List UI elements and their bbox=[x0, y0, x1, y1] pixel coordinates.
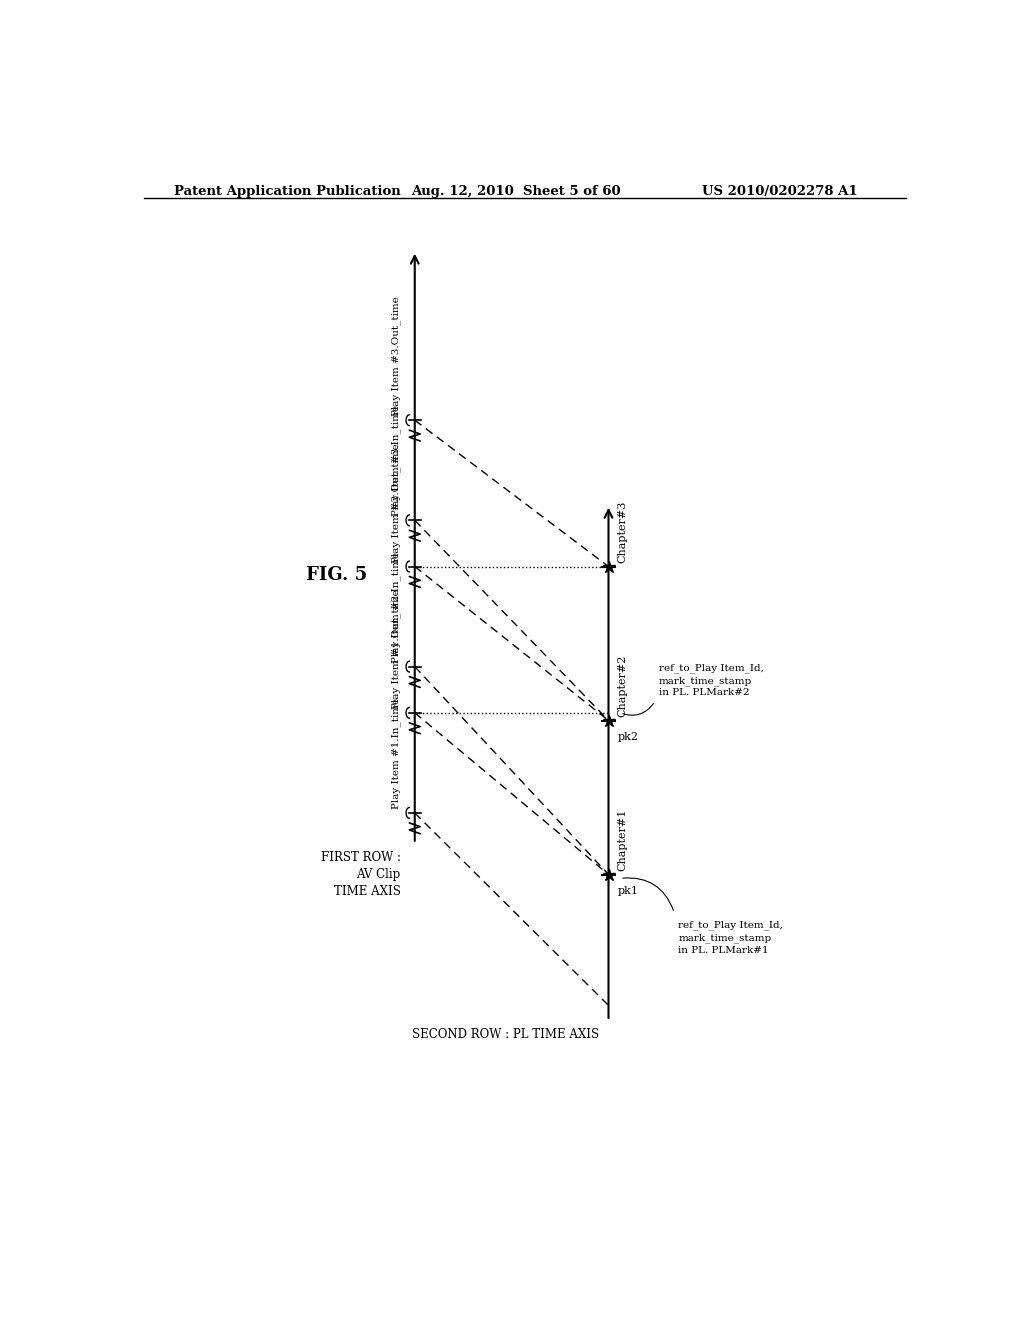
Text: pk1: pk1 bbox=[617, 886, 639, 896]
Text: SECOND ROW : PL TIME AXIS: SECOND ROW : PL TIME AXIS bbox=[412, 1028, 599, 1041]
Text: Play Item #2.In_time: Play Item #2.In_time bbox=[391, 552, 400, 663]
Text: Chapter#3: Chapter#3 bbox=[617, 500, 628, 562]
Text: US 2010/0202278 A1: US 2010/0202278 A1 bbox=[701, 185, 857, 198]
Text: Play Item #2.Out_time: Play Item #2.Out_time bbox=[391, 444, 400, 562]
Text: Play Item #1.In_time: Play Item #1.In_time bbox=[391, 698, 400, 809]
Text: Chapter#2: Chapter#2 bbox=[617, 655, 628, 717]
Text: pk2: pk2 bbox=[617, 733, 639, 742]
Text: Play Item #3.In_time: Play Item #3.In_time bbox=[391, 405, 400, 516]
Text: Patent Application Publication: Patent Application Publication bbox=[174, 185, 401, 198]
Text: Chapter#1: Chapter#1 bbox=[617, 808, 628, 871]
Text: Aug. 12, 2010  Sheet 5 of 60: Aug. 12, 2010 Sheet 5 of 60 bbox=[411, 185, 621, 198]
Text: FIG. 5: FIG. 5 bbox=[306, 566, 368, 585]
Text: ref_to_Play Item_Id,
mark_time_stamp
in PL. PLMark#2: ref_to_Play Item_Id, mark_time_stamp in … bbox=[658, 664, 764, 697]
Text: ref_to_Play Item_Id,
mark_time_stamp
in PL. PLMark#1: ref_to_Play Item_Id, mark_time_stamp in … bbox=[678, 921, 783, 954]
Text: Play Item #1.Out_time: Play Item #1.Out_time bbox=[391, 589, 400, 709]
Text: FIRST ROW :
AV Clip
TIME AXIS: FIRST ROW : AV Clip TIME AXIS bbox=[321, 851, 400, 899]
Text: Play Item #3.Out_time: Play Item #3.Out_time bbox=[391, 297, 400, 416]
